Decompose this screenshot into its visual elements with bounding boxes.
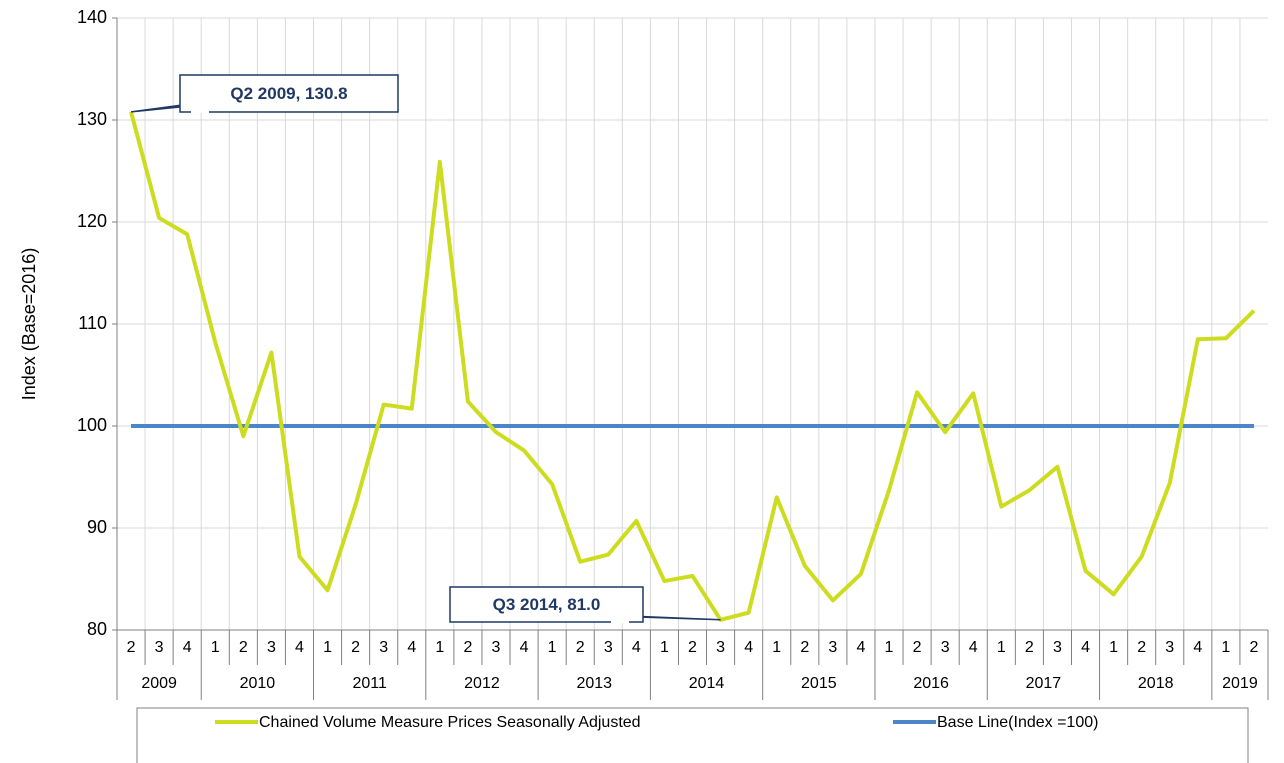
x-tick-label: 2 — [1025, 639, 1034, 656]
x-tick-label: 3 — [379, 639, 388, 656]
x-tick-label: 4 — [295, 639, 304, 656]
year-label: 2013 — [576, 675, 612, 692]
year-label: 2014 — [689, 675, 725, 692]
x-tick-label: 3 — [492, 639, 501, 656]
x-tick-label: 1 — [772, 639, 781, 656]
x-tick-label: 1 — [1221, 639, 1230, 656]
x-tick-label: 3 — [716, 639, 725, 656]
x-tick-label: 4 — [632, 639, 641, 656]
x-tick-label: 1 — [548, 639, 557, 656]
year-label: 2011 — [352, 675, 387, 692]
x-tick-label: 4 — [183, 639, 192, 656]
x-tick-label: 2 — [800, 639, 809, 656]
callout-text: Q2 2009, 130.8 — [230, 84, 347, 103]
year-label: 2010 — [240, 675, 276, 692]
x-tick-label: 4 — [856, 639, 865, 656]
x-tick-label: 1 — [435, 639, 444, 656]
callout-text: Q3 2014, 81.0 — [493, 595, 601, 614]
y-axis-label: Index (Base=2016) — [19, 248, 39, 401]
x-tick-label: 4 — [969, 639, 978, 656]
x-tick-label: 2 — [688, 639, 697, 656]
x-tick-label: 2 — [351, 639, 360, 656]
year-label: 2015 — [801, 675, 837, 692]
x-tick-label: 2 — [239, 639, 248, 656]
x-tick-label: 1 — [997, 639, 1006, 656]
y-tick-label: 100 — [77, 415, 107, 435]
callout-box — [449, 586, 644, 623]
y-tick-label: 130 — [77, 109, 107, 129]
x-tick-label: 3 — [941, 639, 950, 656]
year-label: 2019 — [1222, 675, 1258, 692]
series-line — [129, 111, 1256, 622]
x-tick-label: 2 — [913, 639, 922, 656]
x-tick-label: 1 — [885, 639, 894, 656]
legend-label: Base Line(Index =100) — [937, 714, 1098, 731]
year-label: 2012 — [464, 675, 500, 692]
x-tick-label: 3 — [604, 639, 613, 656]
x-tick-label: 4 — [744, 639, 753, 656]
y-tick-label: 110 — [78, 313, 107, 333]
x-tick-label: 2 — [463, 639, 472, 656]
legend-label: Chained Volume Measure Prices Seasonally… — [259, 714, 641, 731]
year-label: 2017 — [1026, 675, 1062, 692]
y-tick-label: 80 — [87, 619, 107, 639]
year-label: 2016 — [913, 675, 949, 692]
x-tick-label: 1 — [211, 639, 220, 656]
x-tick-label: 3 — [267, 639, 276, 656]
x-tick-label: 1 — [660, 639, 669, 656]
x-tick-label: 3 — [828, 639, 837, 656]
callout-cover — [611, 619, 629, 623]
y-tick-label: 140 — [77, 7, 107, 27]
x-tick-label: 2 — [576, 639, 585, 656]
x-tick-label: 4 — [1081, 639, 1090, 656]
callout-cover — [191, 109, 209, 113]
x-tick-label: 4 — [407, 639, 416, 656]
x-tick-label: 2 — [1250, 639, 1259, 656]
x-tick-label: 2 — [1137, 639, 1146, 656]
x-tick-label: 3 — [155, 639, 164, 656]
x-tick-label: 3 — [1165, 639, 1174, 656]
x-tick-label: 1 — [1109, 639, 1118, 656]
callout-box — [179, 74, 399, 113]
y-tick-label: 120 — [77, 211, 107, 231]
y-tick-label: 90 — [87, 517, 107, 537]
x-tick-label: 4 — [1193, 639, 1202, 656]
year-label: 2009 — [141, 675, 177, 692]
legend-box — [136, 707, 1249, 763]
year-label: 2018 — [1138, 675, 1174, 692]
x-tick-label: 3 — [1053, 639, 1062, 656]
x-tick-label: 4 — [520, 639, 529, 656]
x-tick-label: 2 — [127, 639, 136, 656]
x-tick-label: 1 — [323, 639, 332, 656]
